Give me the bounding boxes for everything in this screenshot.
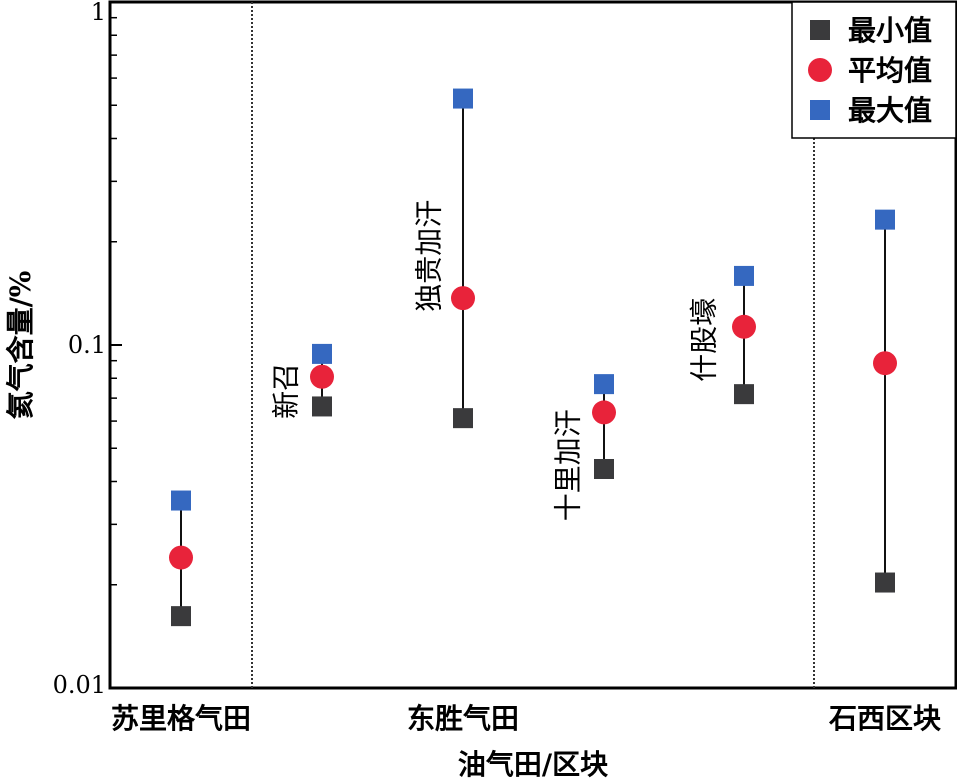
x-axis-title: 油气田/区块: [458, 748, 608, 781]
max-marker: [875, 209, 895, 230]
legend-marker: [810, 20, 830, 40]
mean-marker: [592, 400, 616, 425]
legend-marker: [810, 100, 830, 120]
legend-label: 最小值: [848, 14, 932, 47]
max-marker: [734, 265, 754, 286]
min-marker: [594, 458, 614, 479]
x-category-label: 东胜气田: [407, 702, 519, 735]
y-tick-label: 0.1: [68, 331, 106, 359]
mean-marker: [732, 314, 756, 339]
y-tick-label: 1: [91, 0, 106, 26]
legend-marker: [808, 58, 832, 82]
point-annotation: 新召: [270, 363, 303, 419]
legend-label: 平均值: [848, 54, 932, 87]
mean-marker: [451, 286, 475, 311]
x-category-label: 苏里格气田: [111, 702, 251, 735]
x-category-label: 石西区块: [828, 702, 941, 735]
point-annotation: 什股壕: [688, 298, 721, 382]
mean-marker: [169, 545, 193, 570]
legend-label: 最大值: [848, 94, 932, 127]
min-marker: [875, 572, 895, 593]
min-marker: [734, 384, 754, 405]
mean-marker: [310, 364, 334, 389]
point-annotation: 独贵加汗: [413, 200, 446, 312]
y-axis-title: 氦气含量/%: [4, 271, 37, 420]
min-marker: [171, 606, 191, 627]
min-marker: [312, 396, 332, 417]
y-tick-label: 0.01: [53, 671, 106, 699]
max-marker: [453, 88, 473, 109]
min-marker: [453, 408, 473, 429]
max-marker: [171, 490, 191, 511]
mean-marker: [873, 351, 897, 376]
max-marker: [594, 374, 614, 395]
max-marker: [312, 343, 332, 364]
point-annotation: 十里加汗: [552, 409, 585, 521]
